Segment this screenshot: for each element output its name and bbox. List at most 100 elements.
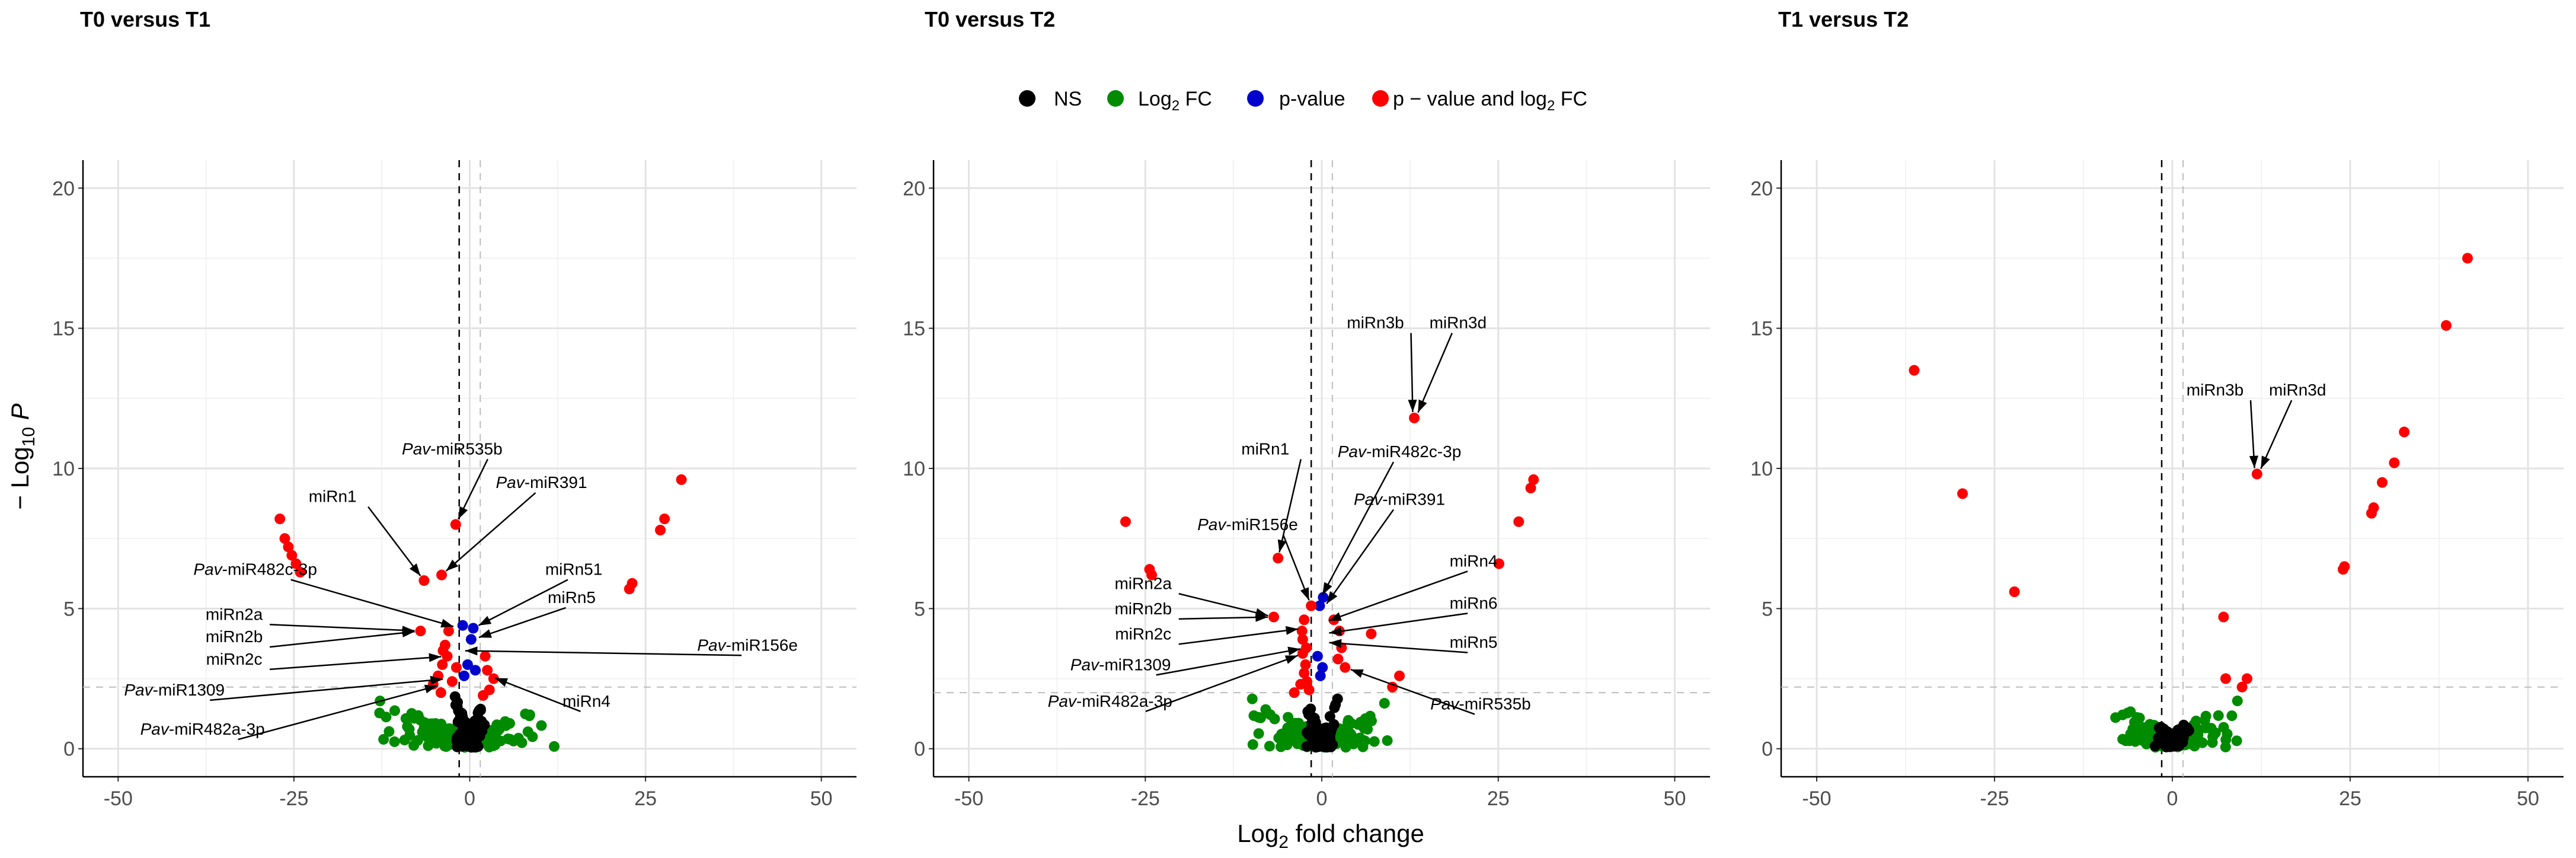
point-log2fc (1264, 741, 1275, 752)
x-tick-label: 25 (1487, 787, 1510, 810)
point-both (1268, 611, 1280, 623)
point-label: miRn4 (1450, 551, 1498, 570)
point-log2fc (2231, 735, 2242, 747)
point-pvalue (1312, 650, 1323, 662)
x-tick-label: 50 (2517, 787, 2539, 810)
point-both (1332, 653, 1344, 665)
point-both (624, 583, 635, 595)
label-arrow (494, 677, 581, 712)
point-ns (1324, 728, 1335, 739)
label-arrow (1410, 333, 1414, 412)
label-arrowhead (1277, 539, 1287, 553)
y-axis-title: − Log10 P (6, 403, 39, 509)
point-log2fc (524, 710, 535, 722)
point-both (415, 626, 426, 637)
label-arrowhead (1287, 646, 1300, 656)
label-arrowhead (1418, 399, 1427, 413)
point-log2fc (378, 733, 389, 745)
point-label: Pav-miR156e (1197, 515, 1298, 534)
point-both (443, 626, 454, 637)
point-both (1300, 659, 1311, 670)
point-log2fc (2191, 715, 2202, 726)
point-both (1525, 483, 1536, 494)
point-both (1387, 681, 1398, 693)
y-tick-label: 0 (914, 738, 925, 761)
legend-log2fc-dot (1107, 90, 1124, 107)
label-arrow (1329, 642, 1468, 653)
point-both (480, 650, 491, 662)
label-arrow (1145, 655, 1299, 712)
point-both (450, 519, 461, 530)
point-ns (474, 705, 485, 716)
label-arrowhead (424, 684, 437, 694)
point-log2fc (484, 736, 496, 748)
point-pvalue (468, 623, 479, 634)
point-log2fc (2199, 715, 2210, 726)
point-log2fc (2110, 712, 2121, 723)
point-ns (459, 733, 470, 744)
point-both (2251, 468, 2262, 480)
y-tick-label: 15 (52, 318, 75, 340)
point-both (1366, 628, 1377, 639)
point-ns (2162, 735, 2173, 746)
label-arrow (1322, 461, 1395, 595)
x-tick-label: 25 (634, 787, 657, 810)
point-log2fc (1382, 735, 1393, 746)
point-ns (1301, 741, 1312, 752)
point-both (2218, 611, 2229, 623)
label-arrowhead (465, 646, 478, 656)
point-both (2338, 564, 2348, 575)
legend-both-label: p − value and log2 FC (1393, 88, 1587, 114)
point-log2fc (2200, 722, 2211, 733)
y-tick-label: 20 (52, 177, 75, 200)
point-log2fc (2207, 737, 2218, 748)
point-log2fc (1379, 698, 1390, 709)
legend-pvalue-label: p-value (1279, 88, 1345, 110)
point-log2fc (1253, 728, 1264, 739)
point-both (2366, 508, 2377, 519)
y-tick-label: 10 (1750, 458, 1773, 480)
label-arrow (290, 579, 454, 627)
point-both (676, 474, 687, 485)
y-tick-label: 10 (903, 458, 925, 480)
point-ns (455, 710, 466, 721)
label-arrowhead (1328, 612, 1342, 621)
label-arrowhead (2261, 455, 2270, 469)
legend: NS Log2 FC p-value p − value and log2 FC (1019, 88, 1587, 114)
point-both (2236, 681, 2248, 693)
point-both (2242, 673, 2252, 684)
point-both (436, 569, 448, 580)
point-ns (2173, 724, 2184, 735)
point-both (2441, 320, 2452, 331)
y-tick-label: 15 (903, 318, 925, 340)
label-arrowhead (1327, 591, 1338, 604)
point-both (1146, 569, 1157, 580)
point-both (2399, 426, 2410, 438)
label-arrowhead (1284, 655, 1298, 664)
point-log2fc (383, 726, 395, 737)
point-both (1513, 516, 1524, 527)
label-arrow (1178, 616, 1268, 620)
point-label: miRn3b (2187, 381, 2243, 399)
legend-both-dot (1372, 90, 1389, 107)
point-label: miRn3d (2269, 381, 2326, 399)
label-arrow (269, 656, 442, 671)
point-both (418, 575, 430, 586)
x-tick-label: 50 (1664, 787, 1686, 810)
x-tick-label: -25 (1980, 787, 2009, 810)
y-tick-label: 20 (1750, 177, 1773, 200)
label-arrow (1178, 593, 1268, 617)
point-both (1120, 516, 1131, 527)
label-arrow (270, 624, 415, 632)
point-log2fc (1248, 710, 1260, 721)
point-both (1340, 662, 1351, 673)
point-label: miRn2a (206, 605, 263, 623)
point-both (274, 513, 286, 525)
point-ns (2182, 726, 2194, 737)
point-both (1957, 488, 1968, 499)
point-both (442, 650, 453, 662)
label-arrowhead (440, 618, 454, 628)
label-arrowhead (429, 653, 442, 662)
label-arrow (1417, 333, 1453, 413)
label-arrow (210, 678, 443, 701)
